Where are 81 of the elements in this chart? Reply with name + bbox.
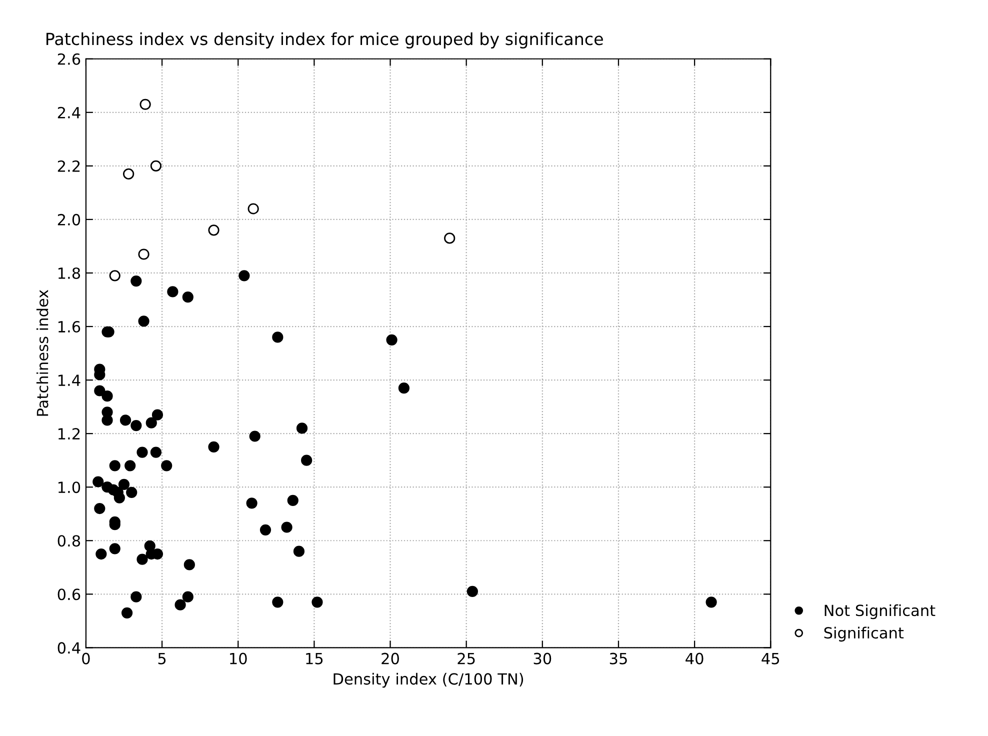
point [130,420,142,432]
x-axis-title: Density index (C/100 TN) [334,672,524,688]
point [109,460,120,472]
chart-title: Patchiness index vs density index for mice grouped by significance [46,32,603,48]
point [182,292,194,303]
x-tick-label: 25 [458,652,475,664]
point [109,270,120,282]
point [123,168,134,180]
point [182,591,194,602]
point [96,548,107,560]
y-tick-label: 2.0 [58,214,80,226]
point [126,486,138,498]
point [208,441,220,453]
y-tick-label: 1.0 [58,482,80,494]
point [124,460,136,472]
x-tick-label: 35 [610,652,627,664]
point [138,316,150,327]
x-tick-label: 40 [686,652,704,664]
point [444,232,456,244]
point [130,275,142,287]
point [706,596,717,608]
point [249,430,260,442]
point [272,596,284,608]
point [466,586,478,598]
point [281,522,292,533]
point [130,591,142,602]
x-tick-label: 5 [158,653,166,664]
y-axis-title: Patchiness index [36,290,48,416]
x-tick-label: 45 [762,653,780,664]
point [102,390,113,402]
point [174,599,186,610]
point [301,454,312,466]
point [120,414,132,426]
point [398,382,410,394]
point [246,498,258,509]
point [114,492,125,504]
y-tick-label: 2.4 [58,106,80,118]
point [140,98,151,110]
point [238,270,250,282]
point [208,224,220,236]
point [94,502,106,514]
x-tick-label: 30 [534,652,552,664]
y-tick-label: 0.8 [58,535,80,547]
point [118,478,130,490]
point [150,160,162,172]
y-tick-label: 0.6 [58,588,80,600]
x-tick-label: 10 [230,652,247,664]
legend-label: Significant [824,626,904,642]
point [150,446,162,458]
point [272,332,284,343]
point [260,524,272,536]
point [102,414,113,426]
x-tick-label: 15 [306,653,323,664]
y-tick-label: 0.4 [58,642,80,654]
point [386,334,398,346]
point [94,385,106,396]
point [109,543,120,554]
point [121,607,133,618]
point [161,460,172,472]
legend-label: Not Significant [824,604,936,620]
point [184,559,195,570]
y-tick-label: 2.6 [58,53,80,65]
point [138,248,150,260]
y-tick-label: 1.6 [58,320,80,333]
y-tick-label: 1.4 [58,374,80,386]
x-tick-label: 20 [382,652,399,664]
point [287,494,298,506]
point [136,446,148,458]
point [167,286,178,298]
point [146,417,157,428]
point [248,203,259,214]
point [296,422,308,434]
point [136,554,148,565]
y-tick-label: 1.8 [58,267,80,280]
y-tick-label: 2.2 [58,160,80,172]
y-tick-label: 1.2 [58,428,80,440]
point [293,546,305,557]
x-tick-label: 0 [82,652,90,664]
point [152,409,164,420]
point [312,596,323,608]
point [92,476,104,488]
